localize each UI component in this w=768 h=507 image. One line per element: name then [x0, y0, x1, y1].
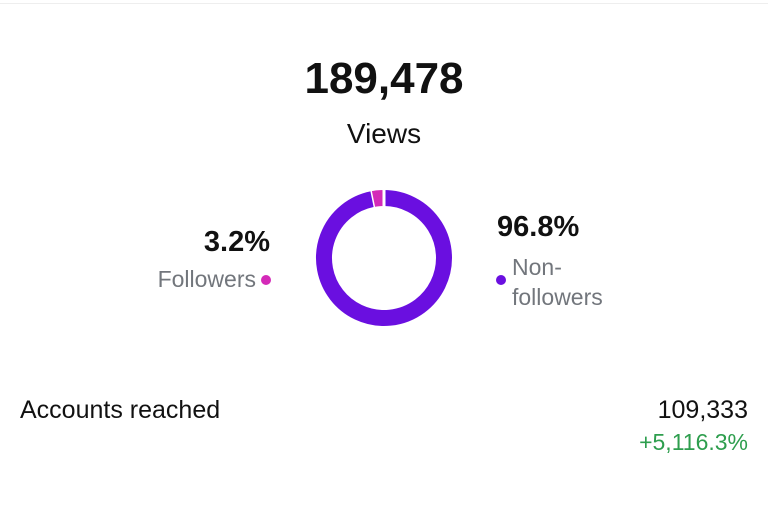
divider: [0, 3, 768, 4]
views-total: 189,478: [304, 54, 464, 103]
followers-percent: 3.2%: [203, 226, 270, 258]
views-label: Views: [346, 118, 422, 149]
accounts-reached-value: 109,333: [657, 396, 748, 424]
non-followers-percent: 96.8%: [497, 211, 580, 243]
accounts-reached-change: +5,116.3%: [639, 429, 748, 455]
legend-dot: [261, 275, 271, 285]
donut-segment: [370, 190, 385, 208]
donut-segment: [316, 190, 452, 326]
accounts-reached-label: Accounts reached: [20, 396, 221, 424]
legend-dot: [496, 275, 506, 285]
non-followers-label: Non-followers: [512, 254, 603, 310]
followers-label: Followers: [157, 266, 256, 292]
